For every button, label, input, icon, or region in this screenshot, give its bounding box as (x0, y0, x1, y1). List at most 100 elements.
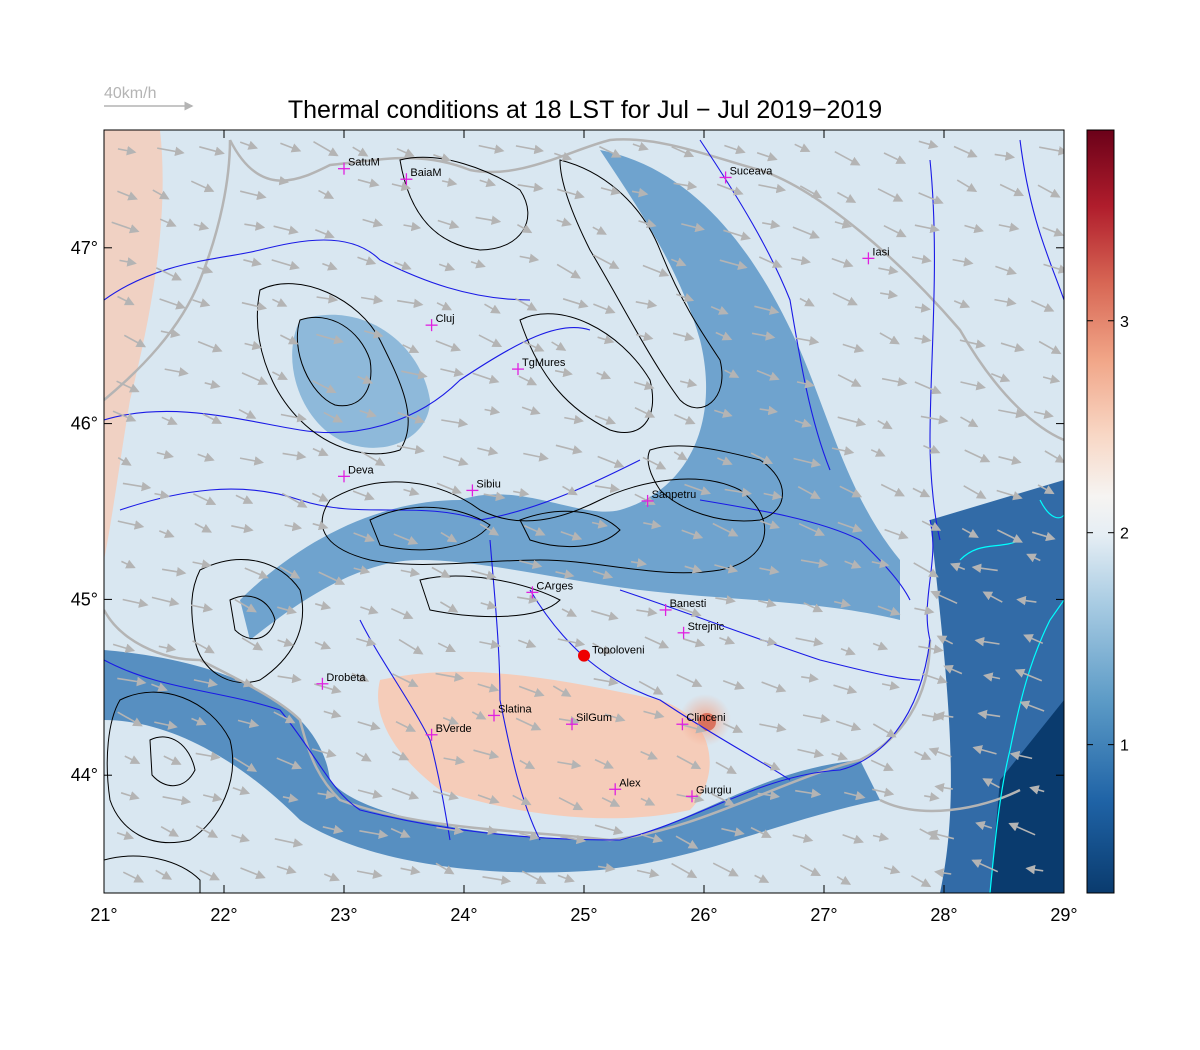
wind-arrow (796, 379, 815, 389)
wind-arrow (192, 640, 215, 654)
wind-arrow (323, 872, 340, 882)
wind-arrow (763, 761, 781, 771)
wind-arrow (314, 601, 332, 611)
wind-arrow (237, 718, 260, 729)
wind-arrow (797, 485, 821, 499)
wind-arrow (557, 759, 582, 770)
wind-arrow (203, 792, 223, 803)
wind-arrow (914, 334, 932, 344)
wind-arrow (312, 447, 329, 457)
wind-arrow (934, 711, 954, 721)
wind-arrow (161, 416, 178, 425)
city-label: Sanpetru (652, 489, 697, 501)
wind-arrow (280, 142, 302, 153)
wind-arrow (835, 720, 862, 732)
city-marker: Clinceni (676, 712, 726, 731)
wind-arrow (712, 522, 739, 537)
wind-arrow (883, 224, 907, 238)
wind-arrow (797, 748, 825, 759)
wind-arrow (1009, 750, 1033, 761)
wind-arrow (676, 755, 702, 770)
highlight-site-label: Topoloveni (592, 645, 645, 657)
wind-arrow (872, 832, 890, 842)
wind-arrow (443, 755, 466, 766)
lon-tick-label: 24° (450, 905, 477, 925)
wind-arrow (642, 264, 670, 277)
wind-arrow (512, 794, 532, 806)
wind-arrow (322, 824, 344, 835)
wind-arrow (793, 457, 822, 468)
wind-arrow (759, 405, 778, 416)
wind-arrow (442, 716, 459, 725)
wind-arrow (956, 179, 978, 193)
wind-arrow (159, 529, 175, 538)
wind-arrow (721, 827, 745, 837)
wind-arrow (757, 790, 780, 801)
wind-arrow (802, 713, 831, 724)
wind-arrow (675, 605, 702, 618)
wind-arrow (1037, 484, 1055, 495)
highlight-site-marker (578, 649, 590, 662)
wind-arrow (638, 218, 657, 229)
wind-arrow (274, 838, 304, 848)
wind-arrow (552, 685, 572, 697)
wind-arrow (983, 672, 1001, 682)
wind-arrow (557, 873, 575, 883)
wind-arrow (436, 301, 453, 311)
wind-arrow (879, 332, 900, 345)
wind-arrow (240, 190, 267, 201)
wind-arrow (437, 219, 460, 230)
wind-arrow (832, 292, 858, 306)
wind-arrow (117, 520, 145, 530)
map-title: Thermal conditions at 18 LST for Jul − J… (288, 96, 882, 124)
wind-arrow (591, 610, 619, 621)
lat-tick-label: 46° (71, 414, 98, 434)
wind-arrow (357, 789, 383, 799)
wind-arrow (762, 219, 781, 230)
wind-arrow (911, 875, 932, 888)
wind-arrow (837, 191, 857, 203)
wind-arrow (193, 221, 210, 231)
wind-arrow (282, 793, 299, 803)
wind-arrow (478, 144, 505, 154)
wind-arrow (479, 639, 501, 650)
wind-arrow (918, 644, 944, 654)
wind-arrow (999, 183, 1025, 197)
wind-arrow (756, 369, 780, 381)
city-label: BaiaM (410, 167, 441, 179)
wind-arrow (562, 485, 578, 496)
wind-arrow (117, 456, 132, 466)
wind-arrow (190, 180, 215, 193)
wind-arrow (928, 747, 952, 758)
wind-arrow (484, 406, 501, 416)
wind-arrow (638, 680, 664, 695)
wind-arrow (470, 259, 486, 269)
wind-arrow (117, 190, 138, 201)
wind-arrow (435, 672, 465, 682)
wind-arrow (122, 481, 152, 492)
wind-arrow (878, 265, 899, 275)
wind-arrow (799, 185, 823, 199)
wind-arrow (924, 792, 940, 802)
wind-arrow (842, 343, 865, 353)
wind-arrow (316, 333, 344, 345)
wind-arrow (117, 295, 135, 306)
wind-arrow (282, 450, 307, 461)
wind-arrow (357, 721, 381, 731)
wind-arrow (801, 673, 819, 683)
wind-arrow (314, 640, 332, 650)
wind-arrow (803, 602, 824, 613)
wind-arrow (837, 521, 863, 533)
wind-arrow (239, 140, 259, 150)
wind-arrow (719, 259, 748, 270)
wind-arrow (836, 875, 852, 885)
wind-arrow (800, 558, 829, 569)
wind-arrow (1042, 374, 1061, 384)
wind-arrow (111, 221, 140, 234)
wind-arrow (1044, 450, 1064, 464)
city-markers: SatuM BaiaM Suceava Iasi Cluj TgMures Deva Sibi… (316, 157, 890, 803)
wind-arrow (441, 418, 469, 428)
wind-arrow (759, 636, 778, 647)
wind-arrow (759, 565, 780, 576)
wind-arrow (996, 489, 1023, 501)
